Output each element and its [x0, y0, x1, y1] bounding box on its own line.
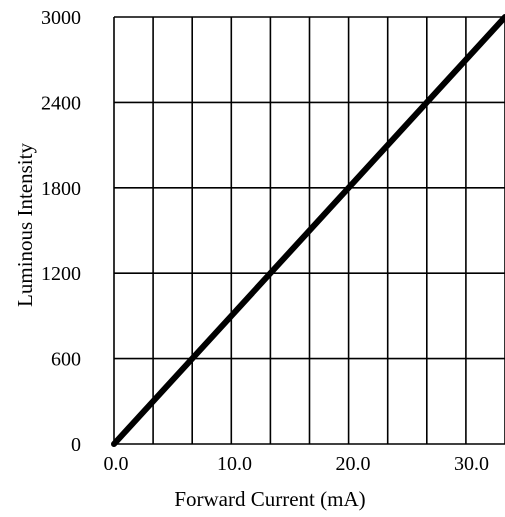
y-tick-label-4: 2400: [41, 92, 81, 114]
x-tick-label-1: 10.0: [217, 453, 252, 475]
y-axis-title: Luminous Intensity: [13, 143, 37, 307]
x-tick-labels: 0.0 10.0 20.0 30.0: [104, 453, 489, 475]
y-tick-labels: 0 600 1200 1800 2400 3000: [41, 7, 81, 456]
x-tick-label-0: 0.0: [104, 453, 129, 475]
series-line-0: [111, 14, 505, 447]
y-tick-label-2: 1200: [41, 263, 81, 285]
x-axis-title: Forward Current (mA): [174, 487, 365, 511]
x-tick-label-2: 20.0: [335, 453, 370, 475]
y-tick-label-0: 0: [71, 434, 81, 456]
x-tick-label-3: 30.0: [454, 453, 489, 475]
series-lines: [111, 14, 505, 447]
y-tick-label-5: 3000: [41, 7, 81, 29]
y-tick-label-3: 1800: [41, 178, 81, 200]
y-tick-label-1: 600: [51, 349, 81, 371]
